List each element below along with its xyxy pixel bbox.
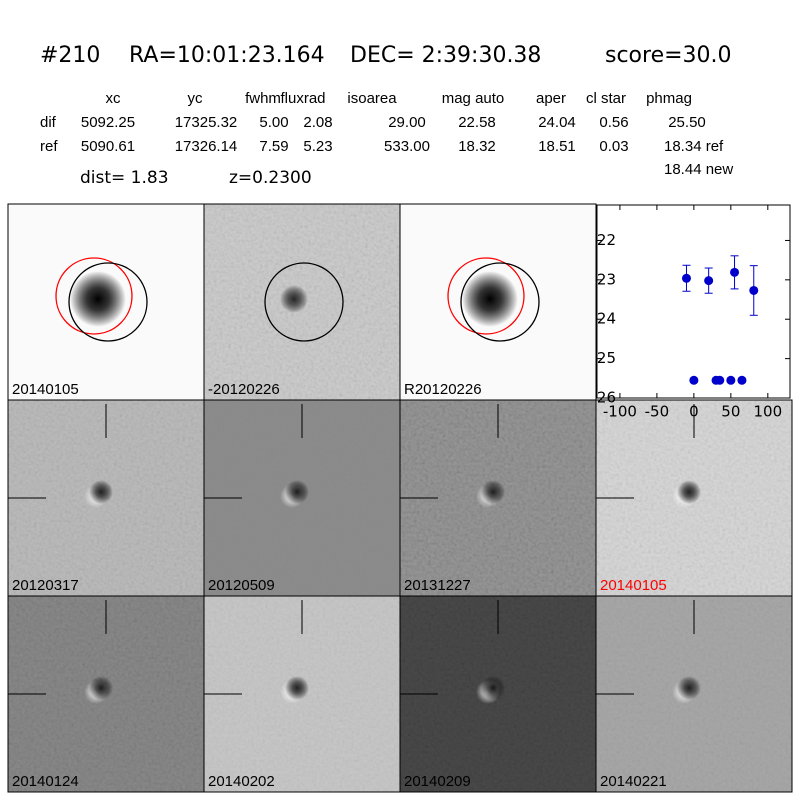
column-header: yc — [188, 90, 204, 107]
source — [462, 271, 518, 327]
column-header: isoarea — [347, 90, 397, 107]
stamp: 20131227 — [399, 399, 597, 597]
point — [704, 276, 714, 286]
stamp-border — [595, 595, 793, 793]
ref-circle — [447, 257, 525, 335]
stamp-label: 20140105 — [600, 577, 667, 594]
cell: 18.34 ref — [664, 138, 724, 155]
source — [70, 271, 126, 327]
column-header: xc — [106, 90, 122, 107]
column-header: phmag — [646, 90, 692, 107]
stamp: 20140105 — [7, 203, 205, 401]
point — [726, 375, 736, 385]
stamp: R20120226 — [399, 203, 597, 401]
column-header: fluxrad — [280, 90, 325, 107]
info-table: xc yc fwhm fluxrad isoarea mag auto aper cl sta… — [40, 90, 724, 155]
candidate-id: #210 — [40, 43, 100, 68]
stamp-label: 20140209 — [404, 773, 471, 790]
x-tick-label: 0 — [689, 403, 699, 421]
score: score=30.0 — [605, 43, 732, 68]
redshift: z=0.2300 — [229, 168, 312, 188]
new-mag: 18.44 new — [664, 161, 733, 178]
stamp: 20140124 — [7, 595, 205, 793]
x-tick-label: -100 — [603, 403, 637, 421]
cell: 18.51 — [538, 138, 576, 155]
ref-circle — [55, 257, 133, 335]
stamp-label: 20120317 — [12, 577, 79, 594]
row-label: ref — [40, 138, 58, 155]
cell: 18.32 — [458, 138, 496, 155]
point — [689, 375, 699, 385]
column-header: cl star — [586, 90, 626, 107]
aperture-circle — [264, 262, 344, 342]
stamp-grid: 20140105 -20120226 R20120226 20120317 201205… — [7, 203, 793, 793]
stamp-label: 20140105 — [12, 381, 79, 398]
cell: 7.59 — [259, 138, 288, 155]
cell: 0.03 — [599, 138, 628, 155]
residual-dark — [89, 676, 113, 700]
point — [681, 273, 691, 283]
y-tick-label: 23 — [597, 270, 616, 288]
cell: 533.00 — [384, 138, 430, 155]
stamp-label: 20131227 — [404, 577, 471, 594]
y-tick-label: 26 — [597, 389, 616, 407]
stamp-label: 20140221 — [600, 773, 667, 790]
residual-dark — [677, 480, 701, 504]
x-tick-label: 100 — [753, 403, 782, 421]
cell: 22.58 — [458, 114, 496, 131]
cell: 5092.25 — [81, 114, 135, 131]
plot-background — [596, 204, 791, 399]
point — [730, 267, 740, 277]
ra: RA=10:01:23.164 — [129, 43, 325, 68]
dec: DEC= 2:39:30.38 — [350, 43, 541, 68]
aperture-circle — [68, 262, 148, 342]
cell: 17326.14 — [175, 138, 238, 155]
stamp: 20120509 — [203, 399, 401, 597]
y-tick-label: 24 — [597, 310, 616, 328]
column-header: aper — [536, 90, 566, 107]
point — [715, 375, 725, 385]
x-tick-label: 50 — [721, 403, 740, 421]
stamp-label: 20140202 — [208, 773, 275, 790]
cell: 24.04 — [538, 114, 576, 131]
cell: 2.08 — [303, 114, 332, 131]
cell: 29.00 — [388, 114, 426, 131]
x-tick-label: -50 — [645, 403, 670, 421]
y-tick-label: 22 — [597, 231, 616, 249]
cell: 0.56 — [599, 114, 628, 131]
residual-dark — [285, 676, 309, 700]
point — [737, 375, 747, 385]
stamp: 20140105 — [595, 399, 793, 597]
stamp-label: R20120226 — [404, 381, 482, 398]
cell: 17325.32 — [175, 114, 238, 131]
cell: 25.50 — [668, 114, 706, 131]
y-tick-label: 25 — [597, 349, 616, 367]
stamp: 20120317 — [7, 399, 205, 597]
light-curve: 22 23 24 25 26-100 -50 0 50 100 — [596, 204, 791, 421]
row-label: dif — [40, 114, 57, 131]
residual-dark — [285, 480, 309, 504]
stamp: 20140209 — [399, 595, 597, 793]
cell: 5090.61 — [81, 138, 135, 155]
stamp: -20120226 — [203, 203, 401, 401]
residual-dark — [89, 480, 113, 504]
residual-dark — [481, 676, 505, 700]
residual-dark — [481, 480, 505, 504]
stamp-label: -20120226 — [208, 381, 280, 398]
cell: 5.00 — [259, 114, 288, 131]
dist: dist= 1.83 — [80, 168, 169, 188]
source — [280, 285, 308, 313]
stamp: 20140221 — [595, 595, 793, 793]
stamp-label: 20140124 — [12, 773, 79, 790]
column-header: fwhm — [245, 90, 281, 107]
stamp: 20140202 — [203, 595, 401, 793]
cell: 5.23 — [303, 138, 332, 155]
stamp-label: 20120509 — [208, 577, 275, 594]
point — [749, 285, 759, 295]
aperture-circle — [460, 262, 540, 342]
residual-dark — [677, 676, 701, 700]
column-header: mag auto — [442, 90, 505, 107]
